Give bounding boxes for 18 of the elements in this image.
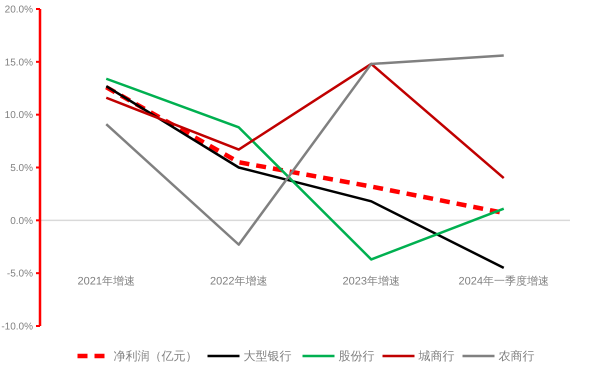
legend-label: 大型银行 (244, 349, 292, 364)
x-tick-label: 2021年增速 (78, 274, 135, 288)
x-tick-label: 2024年一季度增速 (458, 274, 549, 288)
y-tick-label: 20.0% (4, 4, 34, 16)
y-tick-label: 0.0% (10, 216, 34, 227)
legend-label: 农商行 (498, 349, 534, 364)
y-tick-label: -10.0% (1, 322, 34, 332)
y-tick-label: 15.0% (4, 57, 34, 68)
y-tick-label: 5.0% (10, 163, 34, 174)
legend-label: 城商行 (418, 349, 454, 364)
y-tick-label: 10.0% (4, 110, 34, 122)
x-tick-label: 2023年增速 (342, 274, 400, 288)
line-series (105, 62, 505, 180)
y-tick-label: -5.0% (6, 268, 34, 280)
x-tick-label: 2022年增速 (210, 274, 268, 288)
line-series (105, 54, 505, 246)
legend-label: 净利润（亿元） (114, 349, 198, 364)
legend-label: 股份行 (338, 349, 374, 364)
